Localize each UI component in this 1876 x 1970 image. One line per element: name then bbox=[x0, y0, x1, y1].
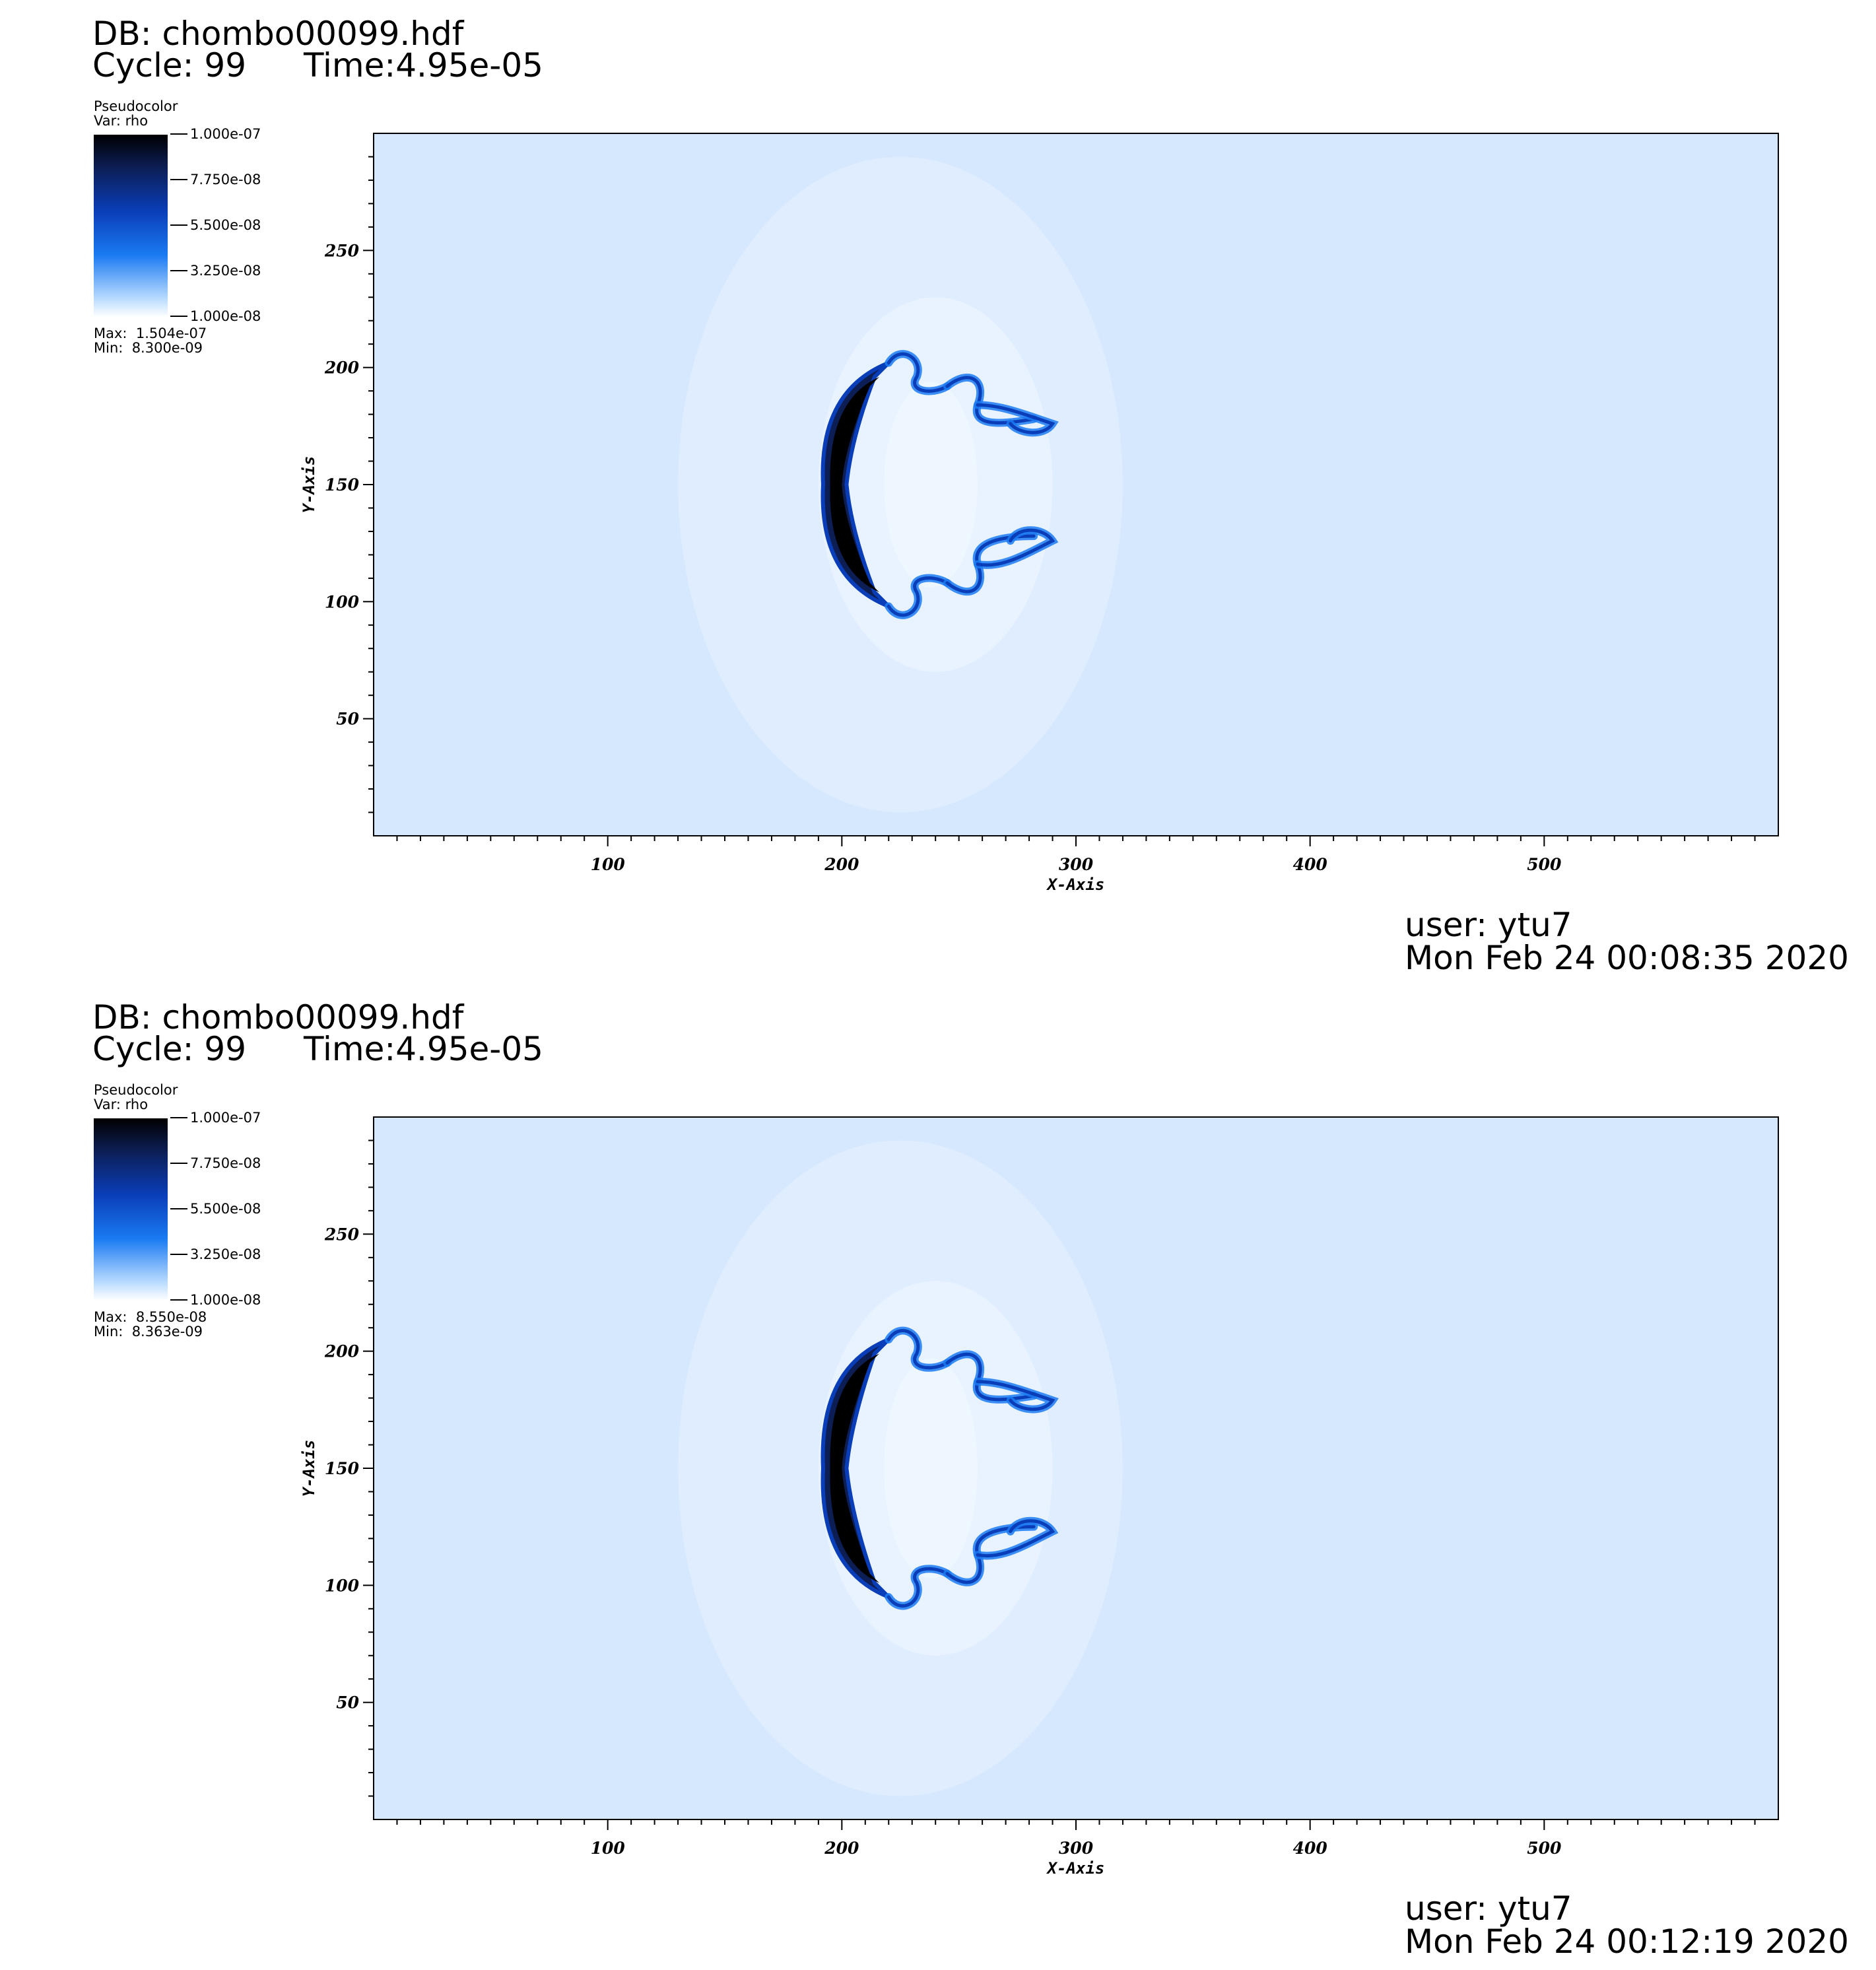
y-tick-label: 250 bbox=[324, 241, 360, 260]
x-tick-label: 100 bbox=[591, 1839, 626, 1858]
dense-core bbox=[830, 1353, 880, 1583]
vortex-tail-core bbox=[887, 576, 949, 617]
colorbar-tick-label: 1.000e-07 bbox=[190, 126, 261, 142]
x-tick-label: 100 bbox=[591, 855, 626, 874]
colorbar-tick-label: 5.500e-08 bbox=[190, 217, 261, 233]
database-label: DB: chombo00099.hdf bbox=[92, 15, 464, 53]
colorbar-tick-label: 5.500e-08 bbox=[190, 1201, 261, 1217]
y-tick-label: 100 bbox=[325, 1576, 360, 1595]
legend-plot-type: Pseudocolor bbox=[94, 1082, 178, 1098]
colorbar-tick-label: 3.250e-08 bbox=[190, 1246, 261, 1262]
colorbar-tick bbox=[170, 1163, 187, 1164]
y-tick-label: 150 bbox=[325, 1459, 360, 1478]
y-tick-label: 50 bbox=[336, 710, 359, 729]
y-axis-title: Y-Axis bbox=[300, 456, 318, 514]
colorbar-tick bbox=[170, 1299, 187, 1301]
colorbar-tick bbox=[170, 1117, 187, 1118]
y-tick-label: 200 bbox=[324, 1342, 360, 1361]
y-tick-label: 50 bbox=[336, 1693, 359, 1713]
x-tick-label: 500 bbox=[1527, 855, 1562, 874]
time-label: Time:4.95e-05 bbox=[304, 1030, 543, 1068]
colorbar-tick bbox=[170, 224, 187, 226]
legend-variable: Var: rho bbox=[94, 1097, 149, 1112]
colorbar-tick bbox=[170, 179, 187, 180]
colorbar-tick-label: 7.750e-08 bbox=[190, 172, 261, 187]
y-tick-label: 250 bbox=[324, 1225, 360, 1244]
x-tick-label: 500 bbox=[1527, 1839, 1562, 1858]
y-tick-label: 200 bbox=[324, 358, 360, 378]
colorbar-tick-label: 1.000e-08 bbox=[190, 1292, 261, 1308]
plot-window-1: DB: chombo00099.hdf Cycle: 99 Time:4.95e… bbox=[0, 0, 1876, 982]
colorbar-tick-label: 1.000e-07 bbox=[190, 1110, 261, 1126]
vortex-tail-core bbox=[887, 1329, 949, 1370]
x-tick-label: 200 bbox=[824, 1839, 859, 1858]
legend-plot-type: Pseudocolor bbox=[94, 98, 178, 114]
vortex-tail-core bbox=[976, 1519, 1055, 1558]
database-label: DB: chombo00099.hdf bbox=[92, 998, 464, 1036]
colorbar-tick-label: 1.000e-08 bbox=[190, 308, 261, 324]
vortex-tail-core bbox=[887, 352, 949, 393]
legend-max: Max: 1.504e-07 bbox=[94, 325, 207, 341]
vortex-tail-core bbox=[887, 1567, 949, 1608]
x-tick-label: 300 bbox=[1059, 855, 1094, 874]
legend-min: Min: 8.300e-09 bbox=[94, 340, 203, 356]
colorbar bbox=[94, 1118, 168, 1301]
time-label: Time:4.95e-05 bbox=[304, 46, 543, 85]
dense-core bbox=[830, 376, 880, 593]
bubble-interior bbox=[884, 381, 978, 588]
bubble-interior bbox=[884, 1358, 978, 1579]
x-tick-label: 200 bbox=[824, 855, 859, 874]
density-heatmap-plot: 100 200 300 400 500 50 100 150 200 250 X-Axis Y-Axi… bbox=[300, 133, 1779, 894]
density-heatmap-plot: 100 200 300 400 500 50 100 150 200 250 X-Axis Y-Axi… bbox=[300, 1116, 1779, 1878]
x-tick-label: 400 bbox=[1293, 855, 1328, 874]
date-label: Mon Feb 24 00:12:19 2020 bbox=[1405, 1922, 1849, 1961]
y-tick-label: 150 bbox=[325, 475, 360, 494]
colorbar-tick bbox=[170, 1254, 187, 1255]
cycle-label: Cycle: 99 bbox=[92, 1030, 247, 1068]
legend-min: Min: 8.363e-09 bbox=[94, 1324, 203, 1340]
user-label: user: ytu7 bbox=[1405, 906, 1572, 944]
colorbar-tick bbox=[170, 1208, 187, 1209]
colorbar-tick-label: 7.750e-08 bbox=[190, 1155, 261, 1171]
x-tick-label: 300 bbox=[1059, 1839, 1094, 1858]
y-tick-label: 100 bbox=[325, 592, 360, 611]
vortex-tail-core bbox=[976, 1380, 1055, 1411]
cycle-label: Cycle: 99 bbox=[92, 46, 247, 85]
x-tick-label: 400 bbox=[1293, 1839, 1328, 1858]
plot-window-2: DB: chombo00099.hdf Cycle: 99 Time:4.95e… bbox=[0, 984, 1876, 1966]
vortex-tail-core bbox=[976, 403, 1055, 434]
x-axis-title: X-Axis bbox=[1046, 1859, 1105, 1878]
colorbar-tick-label: 3.250e-08 bbox=[190, 263, 261, 279]
colorbar-tick bbox=[170, 133, 187, 135]
x-axis-title: X-Axis bbox=[1046, 875, 1105, 894]
vortex-tail-core bbox=[976, 528, 1055, 567]
colorbar bbox=[94, 135, 168, 317]
date-label: Mon Feb 24 00:08:35 2020 bbox=[1405, 939, 1849, 977]
user-label: user: ytu7 bbox=[1405, 1889, 1572, 1928]
legend-variable: Var: rho bbox=[94, 113, 149, 129]
colorbar-tick bbox=[170, 270, 187, 271]
colorbar-tick bbox=[170, 316, 187, 317]
legend-max: Max: 8.550e-08 bbox=[94, 1309, 207, 1325]
y-axis-title: Y-Axis bbox=[300, 1440, 318, 1497]
